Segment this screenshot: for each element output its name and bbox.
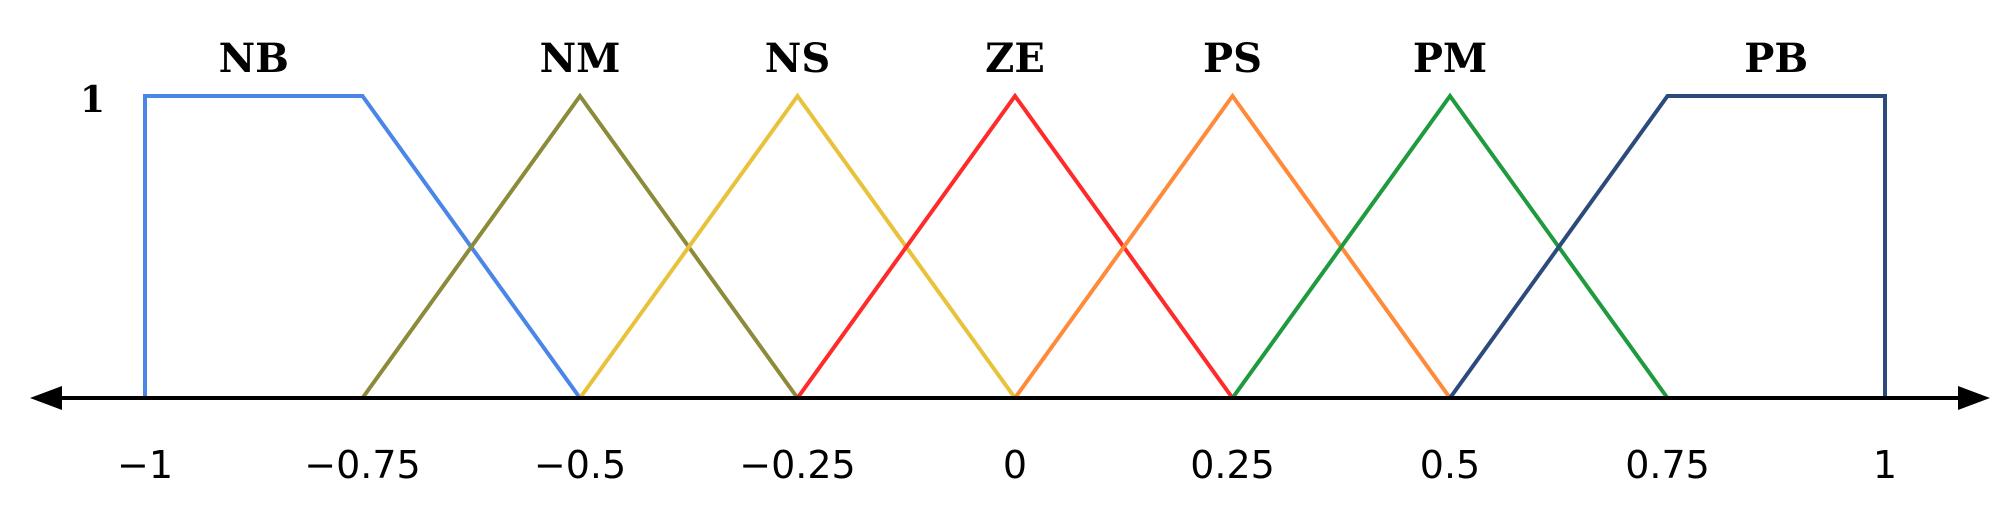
x-tick-label: −0.5 [534, 443, 626, 487]
x-tick-label: 1 [1873, 443, 1897, 487]
mf-line-ze [795, 92, 1235, 400]
x-axis-right-arrow [1958, 386, 1990, 410]
mf-label-ps: PS [1203, 35, 1262, 82]
x-axis [30, 386, 1990, 410]
mf-line-pm [1230, 92, 1670, 400]
x-tick-label: 0 [1003, 443, 1027, 487]
x-tick-label: −0.25 [739, 443, 855, 487]
x-tick-label: 0.25 [1190, 443, 1275, 487]
mf-line-pb [1448, 94, 1887, 400]
mf-label-ns: NS [765, 35, 830, 82]
mf-label-nm: NM [540, 35, 621, 82]
mf-label-nb: NB [219, 35, 289, 82]
mf-label-pm: PM [1413, 35, 1487, 82]
mf-line-nb [143, 94, 582, 400]
mf-label-pb: PB [1744, 35, 1808, 82]
x-axis-left-arrow [30, 386, 62, 410]
x-tick-label: 0.5 [1420, 443, 1480, 487]
x-tick-label: −0.75 [304, 443, 420, 487]
x-tick-label: 0.75 [1625, 443, 1710, 487]
y-tick-label-1: 1 [80, 79, 105, 121]
x-tick-label: −1 [117, 443, 173, 487]
series-layer [143, 92, 1887, 400]
mf-line-nm [360, 92, 800, 400]
x-tick-labels: −1 −0.75 −0.5 −0.25 0 0.25 0.5 0.75 1 [117, 443, 1897, 487]
mf-label-ze: ZE [985, 35, 1045, 82]
membership-labels: NB NM NS ZE PS PM PB [219, 35, 1809, 82]
mf-line-ns [578, 92, 1017, 400]
mf-line-ps [1013, 92, 1452, 400]
